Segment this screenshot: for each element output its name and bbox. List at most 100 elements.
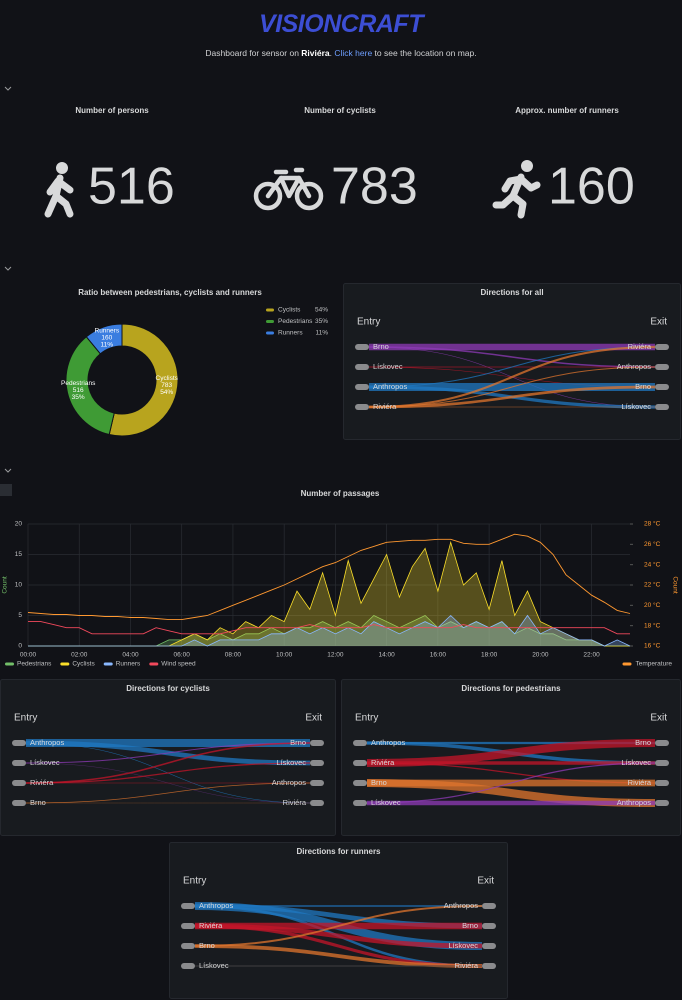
- panel-title: Directions for pedestrians: [461, 684, 561, 693]
- subtitle: Dashboard for sensor on Riviéra. Click h…: [0, 48, 682, 58]
- entry-node: [355, 404, 369, 410]
- exit-node: [482, 943, 496, 949]
- x-tick-label: 00:00: [20, 652, 37, 659]
- legend-percent: 54%: [315, 307, 328, 314]
- entry-node: [355, 364, 369, 370]
- exit-label: Riviéra: [628, 778, 652, 787]
- exit-label: Brno: [290, 738, 306, 747]
- entry-label: Lískovec: [371, 798, 401, 807]
- exit-label: Anthropos: [617, 798, 651, 807]
- x-tick-label: 10:00: [276, 652, 293, 659]
- entry-node: [355, 344, 369, 350]
- y2-axis-label: Count: [671, 576, 678, 594]
- y-tick-label: 5: [18, 612, 22, 619]
- x-tick-label: 02:00: [71, 652, 88, 659]
- entry-node: [181, 963, 195, 969]
- row-toggle[interactable]: [4, 266, 12, 271]
- header: VISIONCRAFT Dashboard for sensor on Rivi…: [0, 8, 682, 58]
- entry-node: [181, 923, 195, 929]
- y-tick-label: 20: [15, 521, 23, 528]
- entry-node: [353, 780, 367, 786]
- entry-label: Anthropos: [199, 901, 233, 910]
- flow-link: [25, 742, 311, 764]
- entry-node: [12, 800, 26, 806]
- row-toggle[interactable]: [4, 86, 12, 91]
- entry-node: [12, 780, 26, 786]
- y-tick-label: 0: [18, 643, 22, 650]
- legend-label: Pedestrians: [278, 318, 313, 325]
- entry-label: Lískovec: [199, 961, 229, 970]
- exit-heading: Exit: [650, 713, 667, 724]
- entry-label: Anthropos: [373, 382, 407, 391]
- exit-node: [655, 404, 669, 410]
- exit-label: Lískovec: [276, 758, 306, 767]
- x-tick-label: 06:00: [174, 652, 191, 659]
- panel: [0, 679, 336, 836]
- entry-node: [355, 384, 369, 390]
- entry-node: [12, 740, 26, 746]
- panel-title: Directions for runners: [296, 847, 381, 856]
- chart-title: Number of passages: [301, 489, 380, 498]
- exit-label: Brno: [635, 738, 651, 747]
- x-tick-label: 08:00: [225, 652, 242, 659]
- subtitle-text: to see the location on map.: [372, 48, 477, 58]
- entry-heading: Entry: [355, 713, 378, 724]
- logo: VISIONCRAFT: [259, 10, 423, 38]
- exit-label: Riviéra: [283, 798, 307, 807]
- entry-node: [353, 800, 367, 806]
- x-tick-label: 18:00: [481, 652, 498, 659]
- slice-value: 516: [73, 387, 84, 394]
- panel-title: Directions for all: [480, 288, 543, 297]
- legend-label: Wind speed: [161, 661, 196, 668]
- exit-node: [655, 800, 669, 806]
- exit-node: [655, 760, 669, 766]
- y2-tick-label: 20 °C: [644, 601, 661, 609]
- slice-label: Cyclists: [156, 375, 179, 382]
- stat-title: Number of persons: [75, 106, 149, 115]
- slice-value: 783: [161, 382, 172, 389]
- info-icon[interactable]: [0, 484, 12, 496]
- legend-label: Runners: [116, 661, 141, 668]
- legend-percent: 35%: [315, 318, 328, 325]
- stat-title: Number of cyclists: [304, 106, 376, 115]
- entry-label: Brno: [30, 798, 46, 807]
- map-link[interactable]: Click here: [334, 48, 373, 58]
- legend-percent: 11%: [315, 330, 328, 337]
- flow-link: [25, 782, 311, 804]
- panel: [169, 842, 508, 999]
- legend-label: Temperature: [636, 661, 673, 668]
- entry-heading: Entry: [14, 713, 37, 724]
- flow-link: [368, 366, 656, 408]
- flow-link: [25, 762, 311, 784]
- slice-percent: 54%: [160, 389, 173, 396]
- slice-percent: 35%: [72, 394, 85, 401]
- donut-slice: [85, 323, 123, 355]
- exit-node: [482, 963, 496, 969]
- exit-node: [310, 760, 324, 766]
- entry-label: Brno: [371, 778, 387, 787]
- slice-value: 160: [101, 334, 112, 341]
- stat-value: 516: [88, 158, 175, 216]
- legend-label: Cyclists: [278, 307, 301, 314]
- x-tick-label: 22:00: [583, 652, 600, 659]
- series-line: [28, 621, 630, 635]
- location: Riviéra: [301, 48, 330, 58]
- legend-label: Cyclists: [72, 661, 95, 668]
- y2-tick-label: 18 °C: [644, 621, 661, 629]
- flow-link: [366, 762, 656, 804]
- y2-tick-label: 16 °C: [644, 642, 661, 650]
- y-tick-label: 10: [15, 582, 23, 589]
- flow-link: [368, 385, 656, 409]
- legend-swatch: [5, 662, 14, 666]
- entry-node: [353, 740, 367, 746]
- legend-swatch: [103, 662, 113, 666]
- y2-tick-label: 24 °C: [644, 560, 661, 568]
- legend-label: Runners: [278, 330, 303, 337]
- legend-swatch: [266, 320, 274, 323]
- chart-title: Ratio between pedestrians, cyclists and …: [78, 288, 262, 297]
- y2-tick-label: 26 °C: [644, 540, 661, 548]
- flow-link: [25, 742, 311, 784]
- entry-node: [181, 943, 195, 949]
- row-toggle[interactable]: [4, 468, 12, 473]
